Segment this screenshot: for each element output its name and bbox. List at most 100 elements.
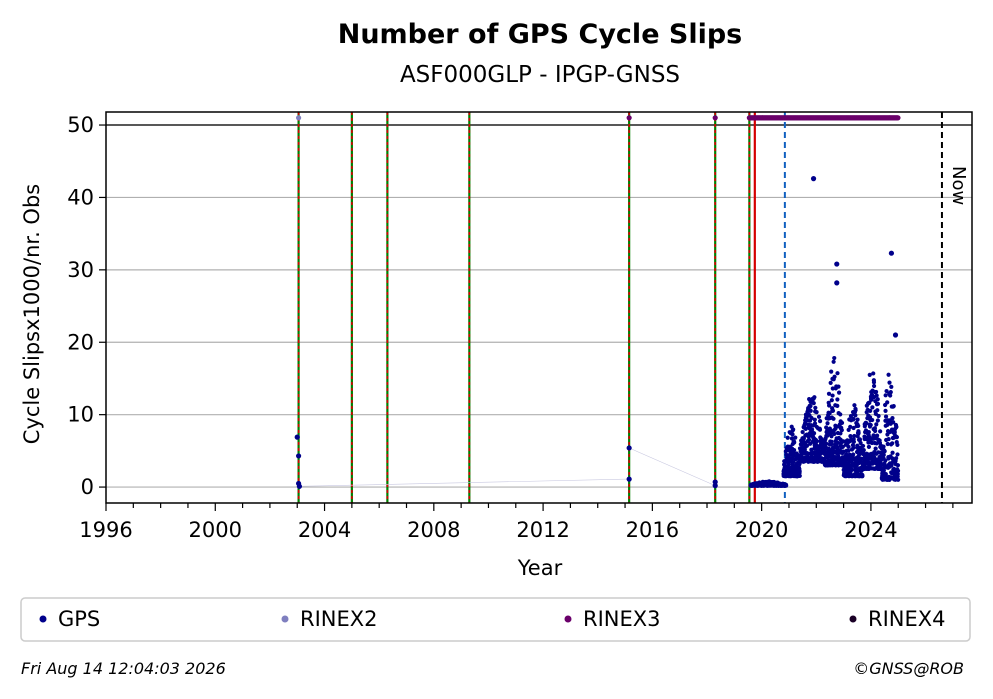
gps-point bbox=[851, 439, 856, 444]
gps-point bbox=[817, 427, 823, 432]
gps-point bbox=[895, 468, 901, 474]
gps-point bbox=[873, 428, 878, 434]
data-points bbox=[294, 115, 901, 489]
gps-point bbox=[892, 332, 899, 338]
gps-point bbox=[791, 427, 796, 432]
gps-point bbox=[832, 374, 837, 379]
gps-point bbox=[861, 451, 866, 456]
gps-point bbox=[802, 447, 807, 452]
gps-point bbox=[835, 440, 840, 446]
gps-point bbox=[832, 355, 837, 361]
event-lines bbox=[297, 112, 943, 503]
gps-point bbox=[888, 393, 893, 398]
legend-label-rinex3: RINEX3 bbox=[583, 607, 661, 631]
chart-title: Number of GPS Cycle Slips bbox=[338, 19, 743, 50]
legend-label-gps: GPS bbox=[58, 607, 100, 631]
gps-point bbox=[828, 380, 833, 385]
gps-point bbox=[871, 371, 876, 376]
gps-point bbox=[813, 405, 818, 410]
gps-point bbox=[856, 423, 861, 428]
gps-point bbox=[814, 439, 820, 444]
gps-point bbox=[839, 428, 844, 433]
gps-point bbox=[870, 417, 875, 423]
gps-point bbox=[873, 446, 878, 451]
gps-point bbox=[883, 408, 888, 413]
gps-point bbox=[853, 408, 858, 413]
gps-point bbox=[848, 413, 854, 419]
x-tick-label: 2000 bbox=[189, 518, 242, 542]
gps-point bbox=[811, 431, 817, 436]
gps-point bbox=[884, 388, 889, 394]
gps-point bbox=[834, 280, 840, 286]
gps-point bbox=[856, 430, 861, 436]
gps-point bbox=[853, 413, 858, 418]
x-tick-label: 1996 bbox=[79, 518, 132, 542]
x-tick-label: 2012 bbox=[516, 518, 569, 542]
chart-subtitle: ASF000GLP - IPGP-GNSS bbox=[400, 62, 680, 88]
gps-point bbox=[626, 445, 632, 451]
y-tick-label: 40 bbox=[67, 185, 94, 209]
rinex3-point bbox=[626, 115, 632, 121]
gps-point bbox=[848, 424, 853, 429]
legend-item-rinex2: RINEX2 bbox=[281, 607, 378, 631]
legend-box bbox=[20, 597, 971, 642]
x-tick-label: 2024 bbox=[844, 518, 897, 542]
gps-point bbox=[894, 425, 899, 430]
gps-point bbox=[834, 261, 840, 267]
x-tick-label: 2004 bbox=[298, 518, 351, 542]
gps-point bbox=[890, 450, 895, 455]
gps-point bbox=[890, 416, 895, 421]
gps-point bbox=[881, 444, 886, 449]
gps-point bbox=[874, 422, 879, 427]
y-tick-label: 50 bbox=[67, 113, 94, 137]
gps-point bbox=[861, 448, 866, 453]
gps-point bbox=[895, 463, 901, 468]
grid-lines bbox=[106, 124, 972, 488]
gps-point bbox=[836, 384, 841, 389]
gps-point bbox=[885, 441, 890, 447]
gps-point bbox=[836, 390, 842, 395]
legend-item-gps: GPS bbox=[39, 607, 100, 631]
gps-point bbox=[626, 476, 632, 482]
gps-point bbox=[895, 442, 900, 448]
gps-point bbox=[835, 371, 840, 376]
gps-point bbox=[860, 443, 866, 449]
y-tick-label: 0 bbox=[81, 475, 94, 499]
gps-point bbox=[792, 440, 797, 445]
gps-point bbox=[800, 429, 805, 435]
gps-point bbox=[712, 483, 718, 489]
gps-point bbox=[830, 393, 835, 398]
gps-point bbox=[295, 453, 302, 459]
gps-point bbox=[867, 372, 872, 378]
gps-point bbox=[811, 401, 816, 406]
gps-point bbox=[784, 483, 789, 488]
gps-point bbox=[871, 383, 877, 389]
gps-point bbox=[891, 404, 896, 409]
gps-point bbox=[833, 426, 838, 431]
gps-point bbox=[892, 429, 897, 435]
gps-point bbox=[866, 429, 871, 435]
gps-point bbox=[875, 401, 881, 407]
gps-point bbox=[852, 403, 857, 408]
x-tick-label: 2016 bbox=[626, 518, 679, 542]
gps-point bbox=[840, 444, 845, 449]
gps-point bbox=[852, 433, 857, 439]
gps-point bbox=[868, 422, 873, 428]
gps-connector bbox=[629, 447, 716, 486]
gps-point bbox=[855, 417, 860, 422]
gps-point bbox=[712, 479, 718, 485]
gps-point bbox=[857, 437, 862, 442]
gps-point bbox=[885, 400, 890, 405]
gps-point bbox=[894, 435, 899, 440]
gps-point bbox=[887, 380, 892, 385]
gps-point bbox=[851, 452, 856, 457]
y-tick-label: 10 bbox=[67, 403, 94, 427]
axes: 1996 2000 2004 2008 2012 2016 2020 2024 0 10 20 30 4… bbox=[67, 113, 954, 542]
gps-point bbox=[883, 458, 888, 463]
gps-point bbox=[806, 434, 811, 439]
gps-point bbox=[831, 359, 836, 364]
gps-point bbox=[816, 414, 822, 419]
gps-point bbox=[797, 473, 802, 479]
gps-point bbox=[896, 477, 901, 482]
gps-point bbox=[891, 420, 896, 425]
